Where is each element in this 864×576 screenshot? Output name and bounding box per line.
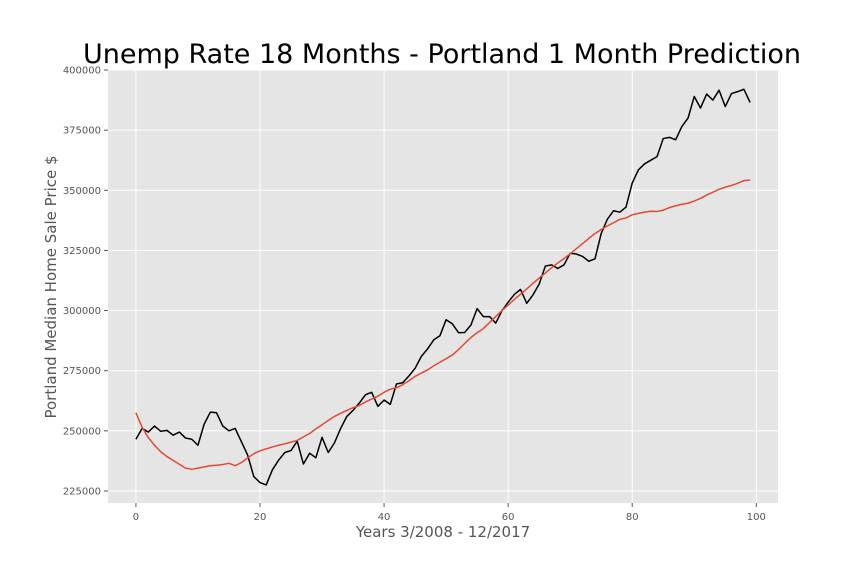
x-ticks: 0 20 40 60 80 100 [133,503,766,523]
y-tick-label: 325000 [63,246,101,257]
y-tick-label: 275000 [63,366,101,377]
y-tick-label: 350000 [63,186,101,197]
series-layer [135,88,751,486]
y-tick-label: 225000 [63,486,101,497]
x-tick-label: 60 [502,512,515,523]
x-tick-label: 100 [747,512,766,523]
grid [108,69,778,503]
x-tick-label: 20 [254,512,267,523]
y-tick-label: 375000 [63,126,101,137]
actual-price-line [135,88,751,486]
y-tick-label: 250000 [63,426,101,437]
y-ticks: 225000 250000 275000 300000 325000 350000 3750… [63,66,108,497]
y-tick-label: 300000 [63,306,101,317]
y-axis-label: Portland Median Home Sale Price $ [42,155,60,418]
x-tick-label: 0 [133,512,139,523]
predicted-price-line [135,179,751,471]
chart-title: Unemp Rate 18 Months - Portland 1 Month … [83,39,801,70]
y-tick-label: 400000 [63,66,101,77]
x-tick-label: 80 [626,512,639,523]
x-axis-label: Years 3/2008 - 12/2017 [355,523,530,541]
x-tick-label: 40 [378,512,391,523]
